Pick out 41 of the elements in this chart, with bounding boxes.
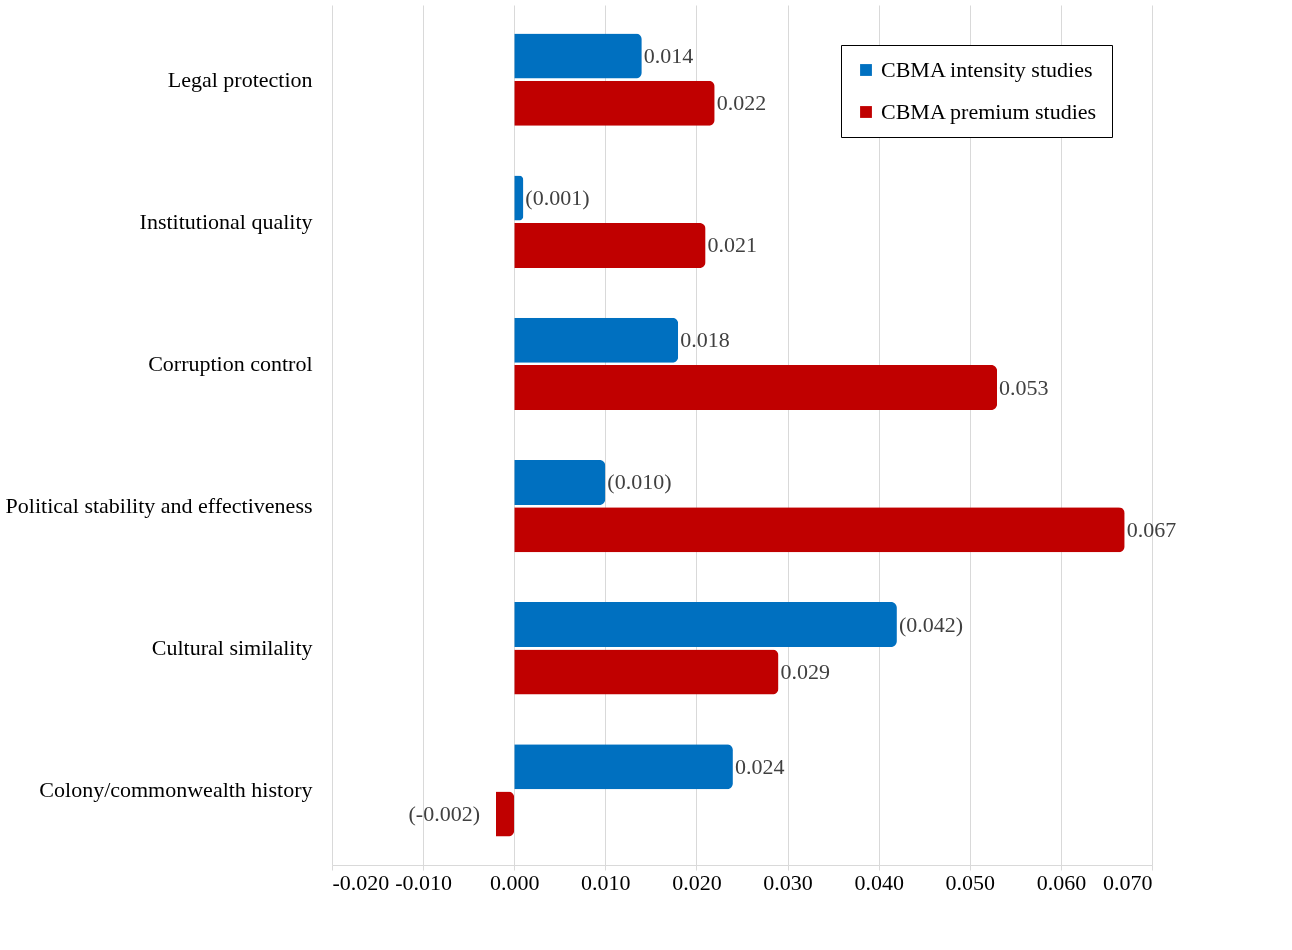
data-label: 0.053 [999, 374, 1049, 400]
data-label: 0.021 [707, 232, 758, 258]
y-tick-label: Corruption control [148, 350, 313, 376]
legend-label: CBMA premium studies [881, 99, 1097, 124]
bar [514, 33, 642, 79]
bar [514, 317, 679, 363]
bar [514, 649, 779, 695]
data-label: 0.024 [734, 753, 785, 779]
x-tick-label: 0.030 [763, 869, 813, 895]
x-tick-label: 0.040 [854, 869, 904, 895]
x-tick-label: -0.010 [395, 869, 453, 895]
y-tick-label: Colony/commonwealth history [39, 777, 313, 803]
data-label: 0.029 [780, 658, 830, 684]
y-tick-label: Legal protection [167, 66, 313, 92]
data-label: (0.010) [607, 469, 672, 495]
x-tick-label: -0.020 [332, 869, 390, 895]
y-tick-label: Political stability and effectiveness [5, 493, 313, 519]
data-label: 0.067 [1126, 516, 1177, 542]
data-label: 0.022 [716, 90, 767, 116]
data-label: (-0.002) [408, 801, 480, 827]
x-tick-label: 0.000 [489, 869, 540, 895]
x-tick-label: 0.020 [672, 869, 722, 895]
bar [514, 507, 1125, 553]
x-tick-label: 0.010 [581, 869, 631, 895]
bar [514, 80, 715, 126]
x-tick-label: 0.050 [945, 869, 996, 895]
bar [514, 222, 706, 268]
bar [514, 365, 998, 411]
legend-label: CBMA intensity studies [881, 57, 1093, 82]
y-tick-label: Cultural similality [151, 635, 313, 661]
bar [514, 602, 897, 648]
y-tick-label: Institutional quality [139, 208, 313, 234]
bar [514, 744, 733, 790]
data-label: (0.042) [898, 611, 964, 637]
data-label: 0.018 [680, 327, 730, 353]
x-tick-label: 0.070 [1103, 869, 1153, 895]
x-tick-label: 0.060 [1036, 869, 1087, 895]
bar [496, 791, 515, 837]
bar [514, 459, 606, 505]
data-label: 0.014 [643, 42, 694, 68]
data-label: (0.001) [525, 185, 590, 211]
